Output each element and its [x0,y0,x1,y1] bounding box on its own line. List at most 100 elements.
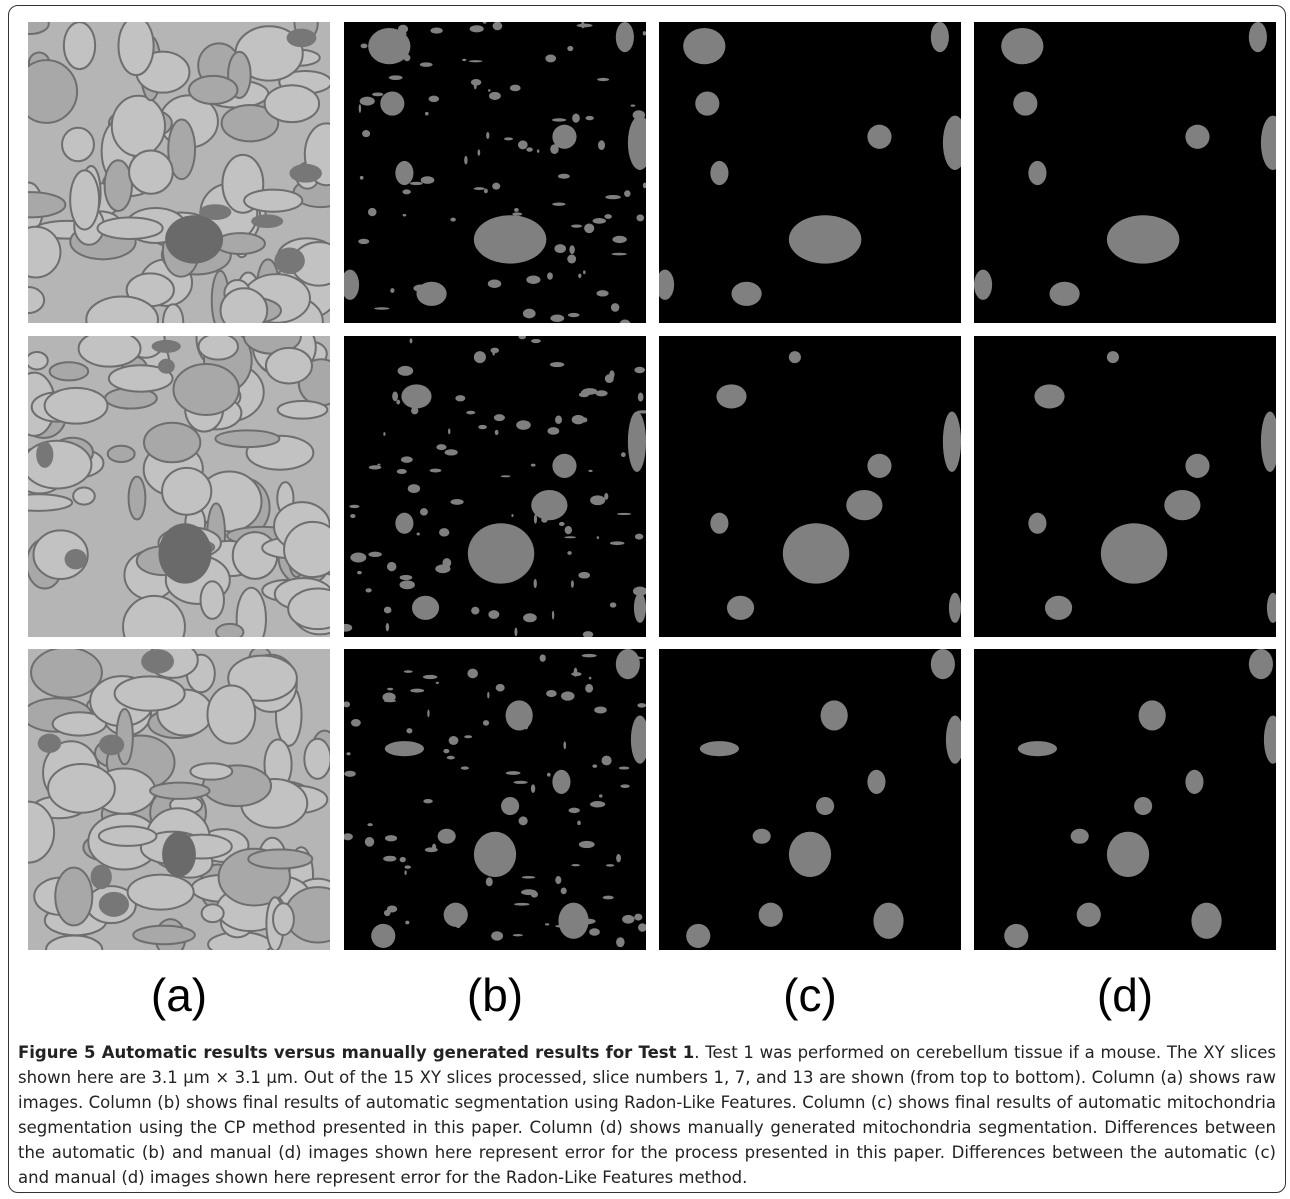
mitochondrion-mask [945,715,961,764]
segment-noise [404,865,411,869]
segment-noise [554,244,566,254]
segment-noise [526,147,533,152]
cell-outline [28,59,79,124]
cell-outline [85,295,159,323]
mitochondrion-mask [1164,490,1201,521]
segment-noise [486,131,490,140]
cell-outline [187,74,239,105]
cell-outline [117,22,155,77]
segment-noise [505,771,521,775]
image-panel [974,22,1276,323]
cell-outline [287,587,330,631]
segment-noise [483,188,488,194]
mitochondrion [251,214,284,229]
cell-outline [28,225,62,279]
panel-label: (d) [1096,969,1154,1021]
segment-noise [552,202,566,206]
segment-noise [448,736,459,745]
cell-outline [214,429,281,449]
segment-noise [551,610,555,620]
mitochondrion-mask [473,215,547,264]
segment-noise [487,872,503,877]
caption-text: . Test 1 was performed on cerebellum tis… [18,1043,1276,1187]
segment-noise [533,514,538,524]
segment-noise [632,586,646,596]
cell-outline [161,466,213,516]
segment-noise [530,463,536,467]
cell-outline [247,848,314,870]
segment-noise [592,764,598,768]
mitochondrion-mask [788,351,801,364]
segment-noise [588,469,593,472]
panel-label: (c) [783,969,837,1021]
cell-outline [162,303,185,323]
mitochondrion-mask [371,923,396,948]
mitochondrion-mask [501,796,520,816]
mitochondrion-mask [401,384,432,409]
segment-noise [399,580,415,590]
segment-noise [482,22,487,24]
segment-noise [571,224,583,228]
mitochondrion-mask [710,160,729,186]
mask-background [659,22,961,323]
segment-noise [359,175,364,180]
mitochondrion [90,864,112,890]
image-panel [28,336,330,637]
mitochondrion-mask [788,831,832,878]
mask-background [974,649,1276,950]
segment-noise [592,218,607,224]
segment-noise [368,551,382,558]
image-panel [28,649,330,950]
cell-outline [69,169,101,231]
segment-noise [360,43,368,49]
segment-noise [436,444,447,451]
segment-noise [420,508,428,516]
mitochondrion-mask [395,512,414,534]
segment-noise [609,602,617,608]
mitochondrion [199,204,232,221]
segment-noise [374,307,390,310]
segment-noise [601,755,612,766]
mitochondrion-mask [942,411,961,472]
segment-noise [485,877,493,887]
mitochondrion [151,339,181,353]
segment-noise [581,22,585,29]
segment-noise [557,173,570,179]
segment-noise [522,308,536,319]
segment-noise [511,513,514,518]
segment-noise [444,449,458,456]
segment-noise [411,406,419,415]
mitochondrion-mask [1004,923,1029,948]
mitochondrion-mask [627,115,646,170]
segment-noise [610,303,620,312]
segment-noise [598,794,603,798]
mitochondrion [157,358,175,374]
segment-noise [428,95,440,103]
segment-noise [516,420,531,430]
cell-outline [197,336,239,361]
segment-noise [580,918,596,925]
segment-noise [488,91,501,101]
mitochondrion-mask [1138,700,1166,731]
segment-noise [505,797,514,804]
mitochondrion-mask [1266,592,1276,623]
segment-noise [387,687,394,691]
segment-noise [419,62,433,67]
segment-noise [549,361,565,368]
cell-outline [167,118,197,181]
segment-noise [405,920,410,925]
segment-noise [413,284,428,292]
segment-noise [517,140,528,150]
segment-noise [495,683,505,692]
mitochondrion-mask [1106,351,1119,364]
segment-noise [605,194,621,200]
image-content [659,22,961,323]
mitochondrion-mask [1248,649,1273,680]
cell-outline [142,421,202,464]
segment-noise [491,931,504,941]
segment-noise [604,492,609,500]
mitochondrion-mask [974,269,993,300]
segment-noise [616,512,632,516]
mitochondrion-mask [948,592,961,623]
image-panel [344,336,646,637]
